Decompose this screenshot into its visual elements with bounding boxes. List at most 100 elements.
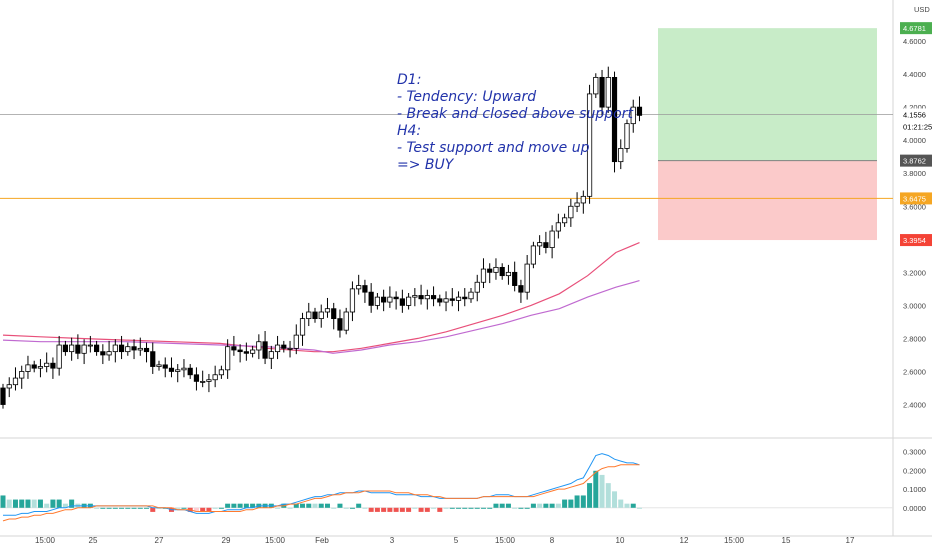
candle-body[interactable] [274, 344, 281, 353]
candle-body[interactable] [530, 245, 537, 265]
candle-body[interactable] [256, 341, 262, 351]
candle-body[interactable] [487, 268, 493, 273]
candle-body[interactable] [281, 344, 287, 349]
candle-body[interactable] [393, 296, 399, 300]
candle-body[interactable] [524, 263, 530, 293]
candle-body[interactable] [562, 217, 568, 224]
loss-zone[interactable] [658, 160, 877, 241]
candle-body[interactable] [112, 344, 118, 353]
candle-body[interactable] [586, 93, 593, 197]
candle-body[interactable] [424, 295, 430, 300]
candle-body[interactable] [118, 344, 125, 353]
candle-body[interactable] [331, 308, 337, 320]
candle-body[interactable] [106, 351, 112, 356]
candle-body[interactable] [237, 349, 243, 353]
candle-body[interactable] [87, 344, 93, 347]
candle-body[interactable] [137, 347, 143, 351]
candle-body[interactable] [318, 311, 324, 320]
candle-body[interactable] [131, 346, 137, 351]
candle-body[interactable] [62, 344, 69, 353]
candle-body[interactable] [618, 148, 624, 163]
candle-body[interactable] [462, 296, 468, 300]
candle-body[interactable] [206, 379, 212, 382]
candle-body[interactable] [193, 374, 200, 382]
candle-body[interactable] [231, 346, 237, 351]
candle-body[interactable] [362, 285, 368, 293]
candle-body[interactable] [75, 344, 81, 354]
candle-body[interactable] [599, 76, 605, 108]
candle-body[interactable] [605, 76, 611, 108]
candle-body[interactable] [299, 318, 306, 336]
candle-body[interactable] [44, 362, 50, 367]
candle-body[interactable] [94, 344, 100, 353]
candle-body[interactable] [574, 202, 580, 207]
candle-body[interactable] [56, 344, 62, 369]
candle-body[interactable] [187, 367, 193, 376]
candle-body[interactable] [37, 366, 44, 369]
candle-body[interactable] [512, 271, 518, 286]
candle-body[interactable] [399, 298, 405, 306]
candle-body[interactable] [6, 384, 12, 389]
candle-body[interactable] [81, 344, 87, 354]
candle-body[interactable] [549, 230, 555, 248]
candle-body[interactable] [249, 349, 256, 354]
candle-body[interactable] [12, 377, 19, 386]
candle-body[interactable] [200, 380, 206, 383]
candle-body[interactable] [293, 334, 299, 349]
candle-body[interactable] [287, 347, 293, 350]
candle-body[interactable] [337, 318, 343, 331]
candle-body[interactable] [505, 271, 512, 277]
candle-body[interactable] [356, 285, 362, 290]
candle-body[interactable] [480, 268, 487, 283]
candle-body[interactable] [518, 285, 524, 293]
candle-body[interactable] [69, 344, 75, 353]
candle-body[interactable] [162, 364, 168, 369]
candle-body[interactable] [412, 295, 418, 298]
candle-body[interactable] [374, 296, 381, 306]
candle-body[interactable] [455, 296, 462, 301]
candle-body[interactable] [25, 364, 31, 372]
candle-body[interactable] [543, 242, 549, 248]
candle-body[interactable] [368, 291, 374, 306]
candle-body[interactable] [630, 106, 636, 125]
candle-body[interactable] [443, 298, 449, 303]
profit-zone[interactable] [658, 28, 877, 161]
candle-body[interactable] [125, 346, 131, 353]
candle-body[interactable] [468, 291, 474, 300]
candle-body[interactable] [430, 295, 437, 300]
candle-body[interactable] [19, 371, 25, 379]
candle-body[interactable] [343, 311, 349, 331]
candle-body[interactable] [593, 76, 599, 95]
candle-body[interactable] [181, 367, 187, 371]
candle-body[interactable] [150, 351, 156, 367]
candle-body[interactable] [243, 351, 249, 354]
candle-body[interactable] [381, 296, 387, 303]
candle-body[interactable] [555, 222, 561, 232]
candle-body[interactable] [175, 369, 181, 372]
candle-body[interactable] [225, 346, 231, 371]
candle-body[interactable] [437, 298, 443, 303]
candle-body[interactable] [580, 195, 586, 204]
candle-body[interactable] [262, 341, 268, 359]
candle-body[interactable] [156, 364, 162, 367]
candle-body[interactable] [387, 296, 393, 303]
candle-body[interactable] [537, 242, 543, 247]
candle-body[interactable] [324, 308, 331, 313]
candle-body[interactable] [405, 296, 412, 306]
candle-body[interactable] [31, 364, 37, 369]
candle-body[interactable] [212, 374, 218, 381]
candle-body[interactable] [449, 298, 455, 301]
candle-body[interactable] [636, 106, 643, 116]
candle-body[interactable] [349, 288, 356, 313]
candle-body[interactable] [306, 311, 312, 320]
candle-body[interactable] [499, 266, 505, 277]
candle-body[interactable] [143, 347, 150, 353]
candle-body[interactable] [418, 295, 424, 300]
candle-body[interactable] [474, 281, 480, 293]
candle-body[interactable] [312, 311, 318, 320]
candle-body[interactable] [168, 367, 175, 372]
candle-body[interactable] [268, 351, 274, 359]
candle-body[interactable] [100, 351, 106, 356]
